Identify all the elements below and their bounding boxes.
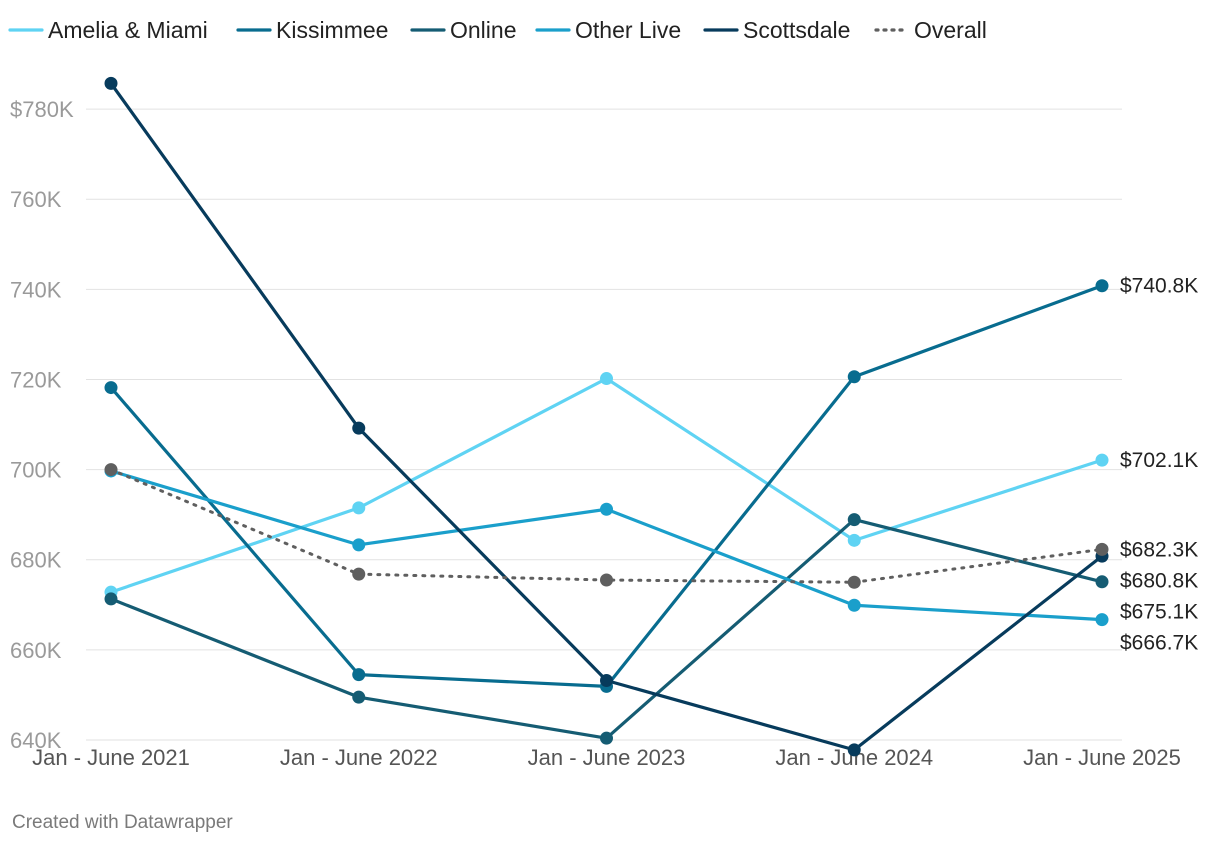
gridlines	[86, 108, 1122, 741]
data-point	[600, 573, 613, 587]
series-line-kissimmee	[109, 284, 1104, 688]
series-line-overall	[109, 468, 1104, 584]
x-tick-label: Jan - June 2023	[528, 745, 686, 770]
end-label: $680.8K	[1120, 569, 1198, 592]
data-point	[352, 538, 366, 552]
y-tick-label: $780K	[10, 97, 74, 122]
data-point	[847, 513, 861, 527]
legend: Amelia & Miami Kissimmee Online Other Live S…	[8, 17, 987, 43]
data-point	[104, 463, 118, 477]
data-point	[847, 370, 861, 384]
series-points	[104, 76, 1109, 757]
data-point	[600, 502, 613, 516]
data-point	[1095, 613, 1109, 627]
data-point	[352, 421, 366, 435]
x-tick-label: Jan - June 2022	[280, 745, 438, 770]
data-point	[104, 592, 118, 606]
end-label: $740.8K	[1120, 275, 1198, 298]
y-tick-label: 740K	[10, 277, 62, 302]
legend-entry: Online	[450, 17, 516, 43]
data-point	[847, 598, 861, 612]
end-label: $666.7K	[1120, 631, 1198, 654]
data-point	[352, 567, 366, 581]
data-point	[600, 372, 613, 386]
data-point	[847, 743, 861, 757]
legend-entry: Scottsdale	[743, 17, 850, 43]
data-point	[104, 381, 118, 395]
data-point	[352, 668, 366, 682]
y-tick-label: 700K	[10, 458, 62, 483]
y-tick-label: 660K	[10, 638, 62, 663]
data-point	[352, 501, 366, 515]
data-point	[600, 731, 613, 745]
y-tick-label: 640K	[10, 728, 62, 753]
data-point	[1095, 542, 1109, 556]
legend-entry: Amelia & Miami	[48, 17, 208, 43]
data-point	[847, 533, 861, 547]
data-point	[1095, 279, 1109, 293]
x-tick-label: Jan - June 2025	[1023, 745, 1181, 770]
y-tick-label: 680K	[10, 548, 62, 573]
end-label: $675.1K	[1120, 600, 1198, 623]
series-line-online	[109, 518, 1104, 740]
data-point	[847, 575, 861, 589]
x-axis-ticks: Jan - June 2021 Jan - June 2022 Jan - June…	[32, 745, 1181, 770]
end-labels: $740.8K $702.1K $682.3K $680.8K $675.1K $666.…	[1120, 275, 1198, 655]
data-point	[600, 673, 613, 687]
footer-credit: Created with Datawrapper	[12, 812, 233, 833]
legend-entry: Kissimmee	[276, 17, 388, 43]
y-axis-ticks: 640K 660K 680K 700K 720K 740K 760K $780K	[10, 97, 74, 753]
end-label: $702.1K	[1120, 449, 1198, 472]
legend-entry: Other Live	[575, 17, 681, 43]
data-point	[104, 76, 118, 90]
y-tick-label: 720K	[10, 367, 62, 392]
x-tick-label: Jan - June 2021	[32, 745, 190, 770]
data-point	[352, 690, 366, 704]
data-point	[1095, 575, 1109, 589]
end-label: $682.3K	[1120, 538, 1198, 561]
legend-entry: Overall	[914, 17, 987, 43]
y-tick-label: 760K	[10, 187, 62, 212]
data-point	[1095, 453, 1109, 467]
